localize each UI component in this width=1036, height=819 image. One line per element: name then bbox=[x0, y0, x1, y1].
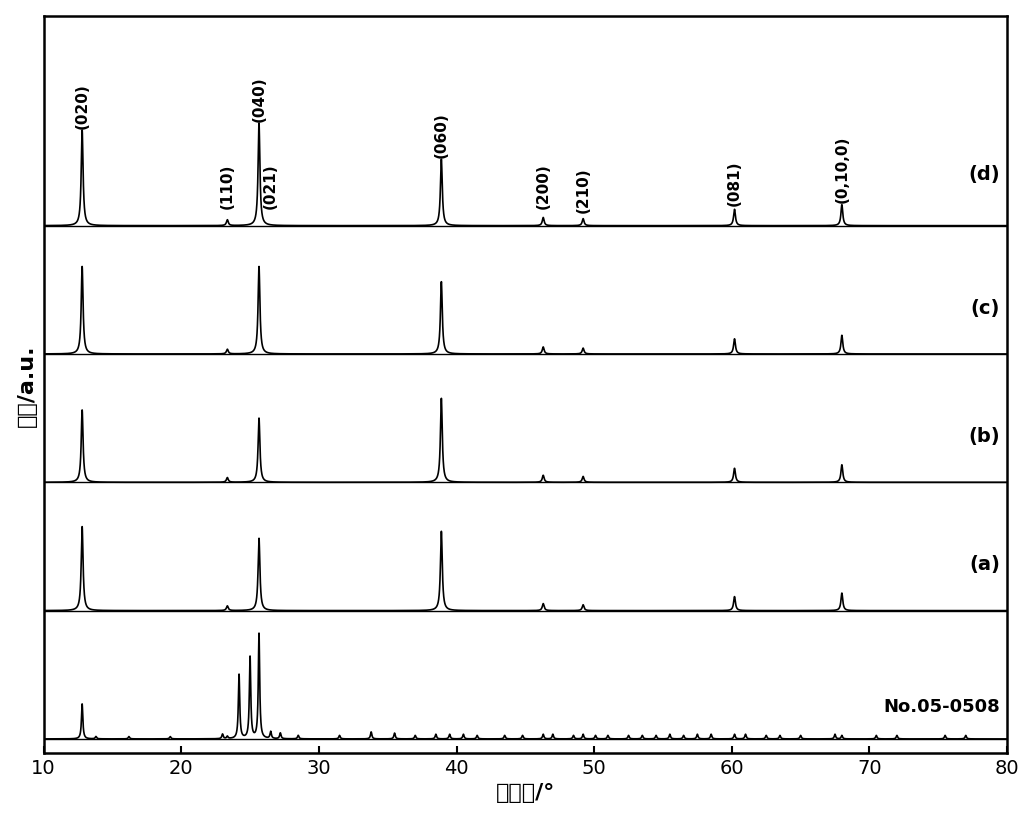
Text: No.05-0508: No.05-0508 bbox=[884, 698, 1000, 715]
Text: (d): (d) bbox=[969, 165, 1000, 183]
Text: (021): (021) bbox=[263, 163, 279, 209]
Text: (060): (060) bbox=[434, 112, 449, 157]
Text: (110): (110) bbox=[220, 164, 235, 209]
Text: (020): (020) bbox=[75, 83, 90, 129]
Text: (c): (c) bbox=[971, 298, 1000, 318]
Text: (081): (081) bbox=[727, 160, 742, 206]
Text: (a): (a) bbox=[970, 554, 1000, 574]
Text: (b): (b) bbox=[969, 427, 1000, 446]
Text: (200): (200) bbox=[536, 163, 551, 209]
Text: (040): (040) bbox=[252, 76, 266, 121]
Text: (210): (210) bbox=[576, 167, 591, 212]
Y-axis label: 强度/a.u.: 强度/a.u. bbox=[17, 344, 36, 426]
Text: (0,10,0): (0,10,0) bbox=[834, 136, 850, 203]
X-axis label: 衍射角/°: 衍射角/° bbox=[495, 782, 555, 803]
